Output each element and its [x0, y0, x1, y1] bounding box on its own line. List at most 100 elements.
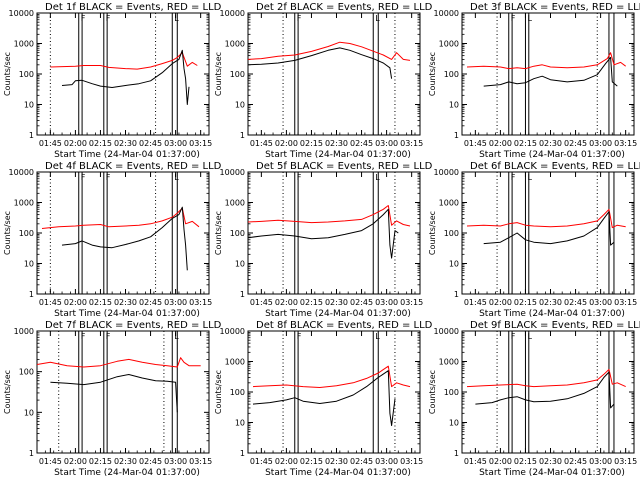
y-tick-label: 1000: [439, 358, 459, 367]
chart-title: Det 4f BLACK = Events, RED = LLD: [45, 161, 222, 172]
x-tick-label: 02:15: [89, 139, 112, 148]
x-tick-label: 03:00: [589, 457, 612, 466]
x-tick-label: 03:00: [164, 298, 187, 307]
y-axis-label: Counts/sec: [428, 211, 437, 255]
y-tick-label: 10: [24, 260, 34, 269]
chart-title: Det 7f BLACK = Events, RED = LLD: [45, 320, 222, 331]
y-tick-label: 1000: [225, 40, 245, 49]
x-tick-label: 01:45: [464, 298, 487, 307]
x-axis-label: Start Time (24-Mar-04 01:37:00): [54, 309, 200, 319]
y-axis-label: Counts/sec: [428, 52, 437, 96]
x-tick-label: 01:45: [250, 298, 273, 307]
x-tick-label: 03:15: [400, 298, 423, 307]
y-tick-label: 100: [230, 388, 245, 397]
y-axis-label: Counts/sec: [3, 370, 12, 414]
series-line-events: [247, 47, 393, 79]
plot-frame: [36, 12, 210, 136]
y-tick-label: 10: [235, 419, 245, 428]
series-line-lld: [466, 208, 626, 229]
x-tick-label: 01:45: [39, 457, 62, 466]
chart-title: Det 6f BLACK = Events, RED = LLD: [470, 161, 640, 172]
marker-flag: L: [527, 332, 532, 341]
x-tick-label: 01:45: [464, 139, 487, 148]
x-tick-label: 02:15: [514, 298, 537, 307]
chart-title: Det 9f BLACK = Events, RED = LLD: [470, 320, 640, 331]
x-tick-label: 02:15: [89, 298, 112, 307]
y-tick-label: 10: [24, 408, 34, 417]
y-tick-label: 1: [240, 131, 245, 140]
x-tick-label: 02:30: [539, 139, 562, 148]
y-tick-label: 10000: [220, 327, 245, 336]
y-tick-label: 1: [454, 290, 459, 299]
y-tick-label: 1: [454, 449, 459, 458]
x-tick-label: 03:15: [189, 298, 212, 307]
series-line-lld: [50, 52, 198, 70]
x-axis-label: Start Time (24-Mar-04 01:37:00): [265, 468, 411, 478]
series-line-lld: [252, 365, 411, 388]
x-tick-label: 02:00: [64, 298, 87, 307]
chart-title: Det 3f BLACK = Events, RED = LLD: [470, 2, 640, 13]
x-axis-label: Start Time (24-Mar-04 01:37:00): [265, 150, 411, 160]
marker-flag: L: [375, 14, 380, 23]
y-tick-label: 1: [240, 290, 245, 299]
x-tick-label: 03:15: [400, 139, 423, 148]
x-tick-label: 01:45: [250, 457, 273, 466]
x-tick-label: 02:30: [539, 457, 562, 466]
x-tick-label: 02:15: [300, 457, 323, 466]
x-tick-label: 02:00: [489, 457, 512, 466]
y-tick-label: 100: [230, 229, 245, 238]
x-tick-label: 02:45: [350, 298, 373, 307]
y-axis-label: Counts/sec: [3, 52, 12, 96]
marker-flag: F: [81, 332, 86, 341]
x-tick-label: 01:45: [39, 139, 62, 148]
x-axis-label: Start Time (24-Mar-04 01:37:00): [479, 468, 625, 478]
x-tick-label: 02:00: [275, 139, 298, 148]
series-line-events: [247, 208, 399, 259]
y-tick-label: 100: [19, 229, 34, 238]
x-tick-label: 02:45: [350, 457, 373, 466]
chart-panel-8: Det 8f BLACK = Events, RED = LLD Counts/s…: [214, 320, 433, 478]
x-tick-label: 02:00: [64, 139, 87, 148]
x-tick-label: 02:15: [300, 139, 323, 148]
x-tick-label: 02:45: [564, 457, 587, 466]
y-tick-label: 10000: [220, 9, 245, 18]
marker-flag: F: [511, 173, 516, 182]
y-tick-label: 10000: [434, 9, 459, 18]
y-tick-label: 100: [444, 70, 459, 79]
series-line-events: [483, 211, 615, 246]
y-axis-label: Counts/sec: [428, 370, 437, 414]
marker-flag: L: [375, 173, 380, 182]
chart-panel-9: Det 9f BLACK = Events, RED = LLD Counts/s…: [428, 320, 640, 478]
series-line-lld: [41, 207, 200, 229]
marker-flag: F: [106, 14, 111, 23]
marker-flag: L: [174, 332, 179, 341]
y-tick-label: 100: [444, 388, 459, 397]
y-axis-label: Counts/sec: [214, 370, 223, 414]
x-axis-label: Start Time (24-Mar-04 01:37:00): [479, 150, 625, 160]
x-tick-label: 02:15: [89, 457, 112, 466]
x-tick-label: 03:00: [375, 298, 398, 307]
x-tick-label: 03:15: [614, 457, 637, 466]
x-tick-label: 03:15: [400, 457, 423, 466]
plot-frame: [461, 330, 635, 454]
series-line-lld: [36, 357, 201, 368]
series-line-events: [50, 374, 178, 413]
y-tick-label: 100: [230, 70, 245, 79]
x-tick-label: 02:15: [514, 457, 537, 466]
y-axis-label: Counts/sec: [214, 52, 223, 96]
marker-flag: L: [527, 173, 532, 182]
marker-flag: L: [527, 14, 532, 23]
series-line-events: [61, 49, 190, 105]
x-tick-label: 03:00: [375, 139, 398, 148]
x-tick-label: 02:45: [564, 139, 587, 148]
y-tick-label: 1000: [439, 40, 459, 49]
y-tick-label: 1000: [14, 327, 34, 336]
x-tick-label: 02:15: [514, 139, 537, 148]
chart-panel-3: Det 3f BLACK = Events, RED = LLD Counts/s…: [428, 2, 640, 160]
x-tick-label: 03:00: [164, 457, 187, 466]
x-tick-label: 01:45: [250, 139, 273, 148]
y-tick-label: 10: [449, 101, 459, 110]
y-tick-label: 10: [24, 101, 34, 110]
y-tick-label: 10: [235, 101, 245, 110]
chart-title: Det 5f BLACK = Events, RED = LLD: [256, 161, 433, 172]
